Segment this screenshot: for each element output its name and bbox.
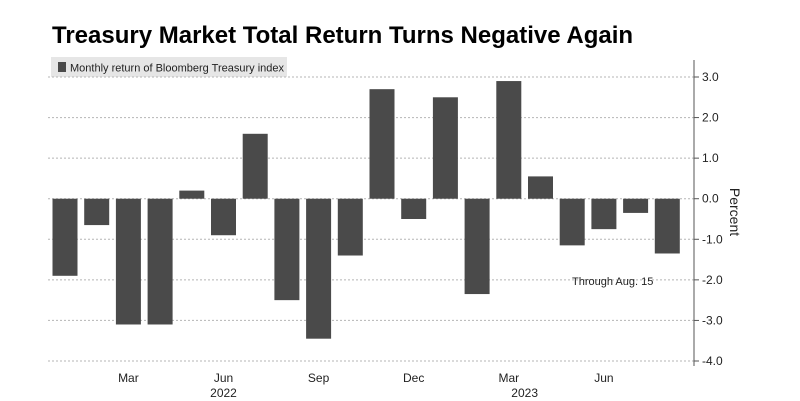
legend: Monthly return of Bloomberg Treasury ind… [51,57,287,77]
bars [52,81,680,339]
y-axis: 3.0 2.0 1.0 0.0 -1.0 -2.0 -3.0 -4.0 [693,60,723,368]
x-tick-label: Mar [498,371,519,385]
y-tick-label: -1.0 [702,232,723,246]
y-tick-label: 3.0 [702,70,719,84]
y-tick-label: -2.0 [702,273,723,287]
x-tick-label: Jun [214,371,233,385]
bar [369,89,395,199]
y-tick-label: -4.0 [702,354,723,368]
legend-box [51,57,287,77]
bar [401,198,427,219]
y-tick-label: 0.0 [702,192,719,206]
y-tick-label: 2.0 [702,111,719,125]
x-tick-label: Jun [594,371,613,385]
x-tick-label: Sep [308,371,330,385]
bar [147,198,173,325]
x-year-label: 2023 [511,386,538,400]
y-tick-label: 1.0 [702,151,719,165]
annotation-through-date: Through Aug. 15 [572,276,653,288]
bar [623,198,649,213]
bar [84,198,110,226]
y-axis-label: Percent [727,188,743,236]
bar [464,198,490,295]
bar [242,133,268,199]
x-year-label: 2022 [210,386,237,400]
legend-label: Monthly return of Bloomberg Treasury ind… [70,63,284,75]
bar [211,198,236,236]
bar [654,198,680,254]
x-tick-label: Mar [118,371,139,385]
bar [528,176,553,199]
x-tick-label: Dec [403,371,424,385]
chart-title: Treasury Market Total Return Turns Negat… [52,22,634,49]
bar [591,198,617,230]
bar [559,198,585,246]
bar [274,198,300,301]
bar [306,198,332,339]
bar [496,81,522,199]
bar [52,198,78,276]
bar [115,198,141,325]
legend-swatch [58,62,66,72]
bar [179,190,205,199]
bar [337,198,363,256]
y-tick-label: -3.0 [702,313,723,327]
bar [432,97,458,199]
